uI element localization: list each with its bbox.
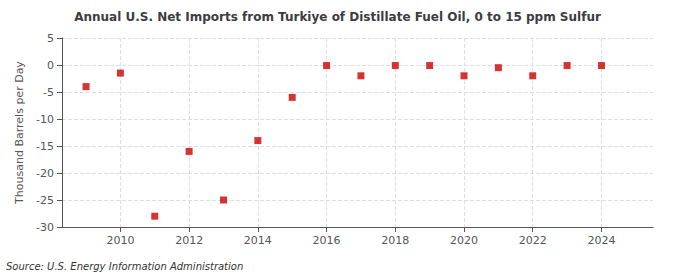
- svg-text:-30: -30: [36, 221, 54, 234]
- svg-text:2014: 2014: [244, 234, 272, 247]
- svg-text:2018: 2018: [381, 234, 409, 247]
- svg-text:2020: 2020: [450, 234, 478, 247]
- svg-text:5: 5: [47, 32, 54, 45]
- svg-text:0: 0: [47, 59, 54, 72]
- svg-text:Thousand Barrels per Day: Thousand Barrels per Day: [13, 61, 26, 205]
- svg-text:2016: 2016: [313, 234, 341, 247]
- svg-text:-25: -25: [36, 194, 54, 207]
- svg-text:Annual U.S. Net Imports from T: Annual U.S. Net Imports from Turkiye of …: [74, 10, 601, 24]
- svg-text:-5: -5: [43, 86, 54, 99]
- svg-text:-15: -15: [36, 140, 54, 153]
- svg-text:2012: 2012: [175, 234, 203, 247]
- svg-text:Source: U.S. Energy Informatio: Source: U.S. Energy Information Administ…: [6, 261, 243, 272]
- svg-text:2010: 2010: [106, 234, 134, 247]
- svg-text:2024: 2024: [587, 234, 615, 247]
- svg-text:-20: -20: [36, 167, 54, 180]
- svg-text:-10: -10: [36, 113, 54, 126]
- svg-text:2022: 2022: [519, 234, 547, 247]
